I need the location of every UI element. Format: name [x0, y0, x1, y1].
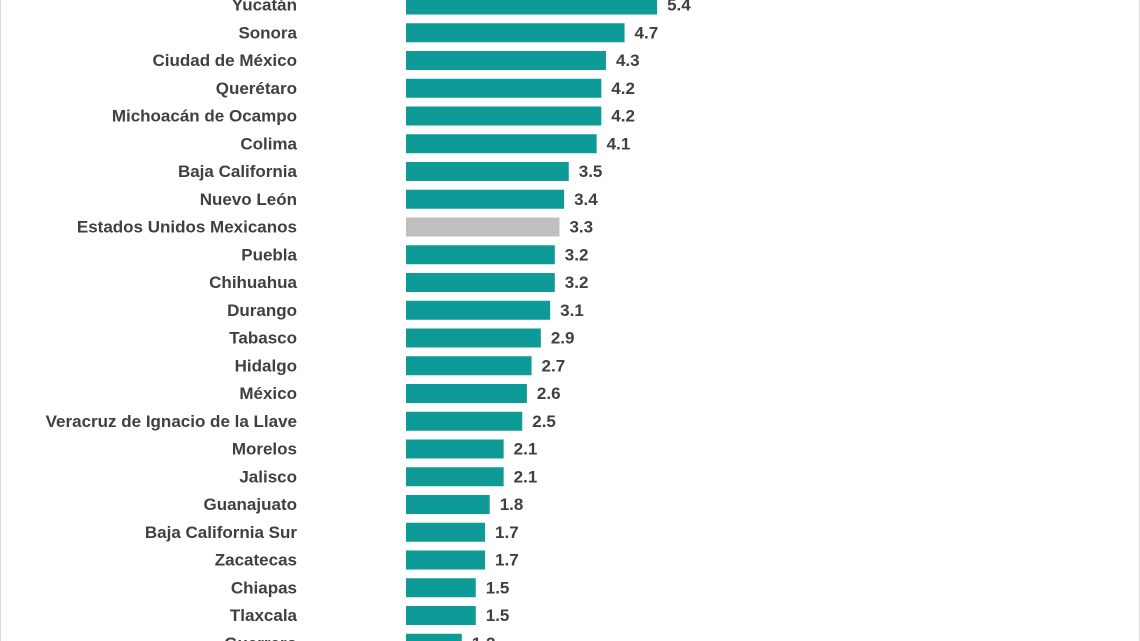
- value-label-michoacan-de-ocampo: 4.2: [611, 107, 635, 126]
- category-label-tlaxcala: Tlaxcala: [230, 606, 298, 625]
- bar-hidalgo: [406, 356, 532, 376]
- value-labels: 5.4 4.7 4.3 4.2 4.2 4.13.5 3.4 3.3 3.2 3.2 3.1 2.9 2…: [472, 0, 691, 641]
- category-label-mexico: México: [239, 384, 297, 403]
- bar-estados-unidos-mexicanos: [406, 217, 560, 237]
- value-label-zacatecas: 1.7: [495, 551, 519, 570]
- category-label-baja-california: Baja California: [178, 162, 298, 181]
- category-label-ciudad-de-mexico: Ciudad de México: [152, 51, 297, 70]
- category-label-estados-unidos-mexicanos: Estados Unidos Mexicanos: [77, 218, 297, 237]
- value-label-mexico: 2.6: [537, 384, 561, 403]
- bar-queretaro: [406, 78, 602, 98]
- bar-michoacan-de-ocampo: [406, 106, 602, 126]
- category-label-zacatecas: Zacatecas: [215, 551, 297, 570]
- value-label-colima: 4.1: [607, 134, 631, 153]
- bar-puebla: [406, 245, 555, 265]
- value-label-guerrero: 1.2: [472, 634, 496, 641]
- bar-mexico: [406, 384, 527, 403]
- category-label-tabasco: Tabasco: [229, 329, 297, 348]
- category-label-puebla: Puebla: [241, 245, 297, 264]
- bar-colima: [406, 134, 597, 154]
- category-label-yucatan: Yucatán: [232, 0, 297, 15]
- category-label-chiapas: Chiapas: [231, 578, 297, 597]
- category-label-guerrero: Guerrero: [224, 634, 297, 641]
- category-label-sonora: Sonora: [238, 23, 297, 42]
- value-label-guanajuato: 1.8: [500, 495, 524, 514]
- value-label-baja-california: 3.5: [579, 162, 603, 181]
- bar-morelos: [406, 439, 504, 459]
- bar-baja-california: [406, 162, 569, 181]
- value-label-estados-unidos-mexicanos: 3.3: [569, 218, 593, 237]
- bar-sonora: [406, 23, 625, 43]
- value-label-puebla: 3.2: [565, 245, 589, 264]
- bar-nuevo-leon: [406, 189, 565, 209]
- category-label-durango: Durango: [227, 301, 297, 320]
- bar-chihuahua: [406, 273, 555, 292]
- value-label-baja-california-sur: 1.7: [495, 523, 519, 542]
- value-label-queretaro: 4.2: [611, 79, 635, 98]
- bar-chiapas: [406, 578, 476, 598]
- bars-layer: [406, 0, 658, 641]
- value-label-jalisco: 2.1: [514, 467, 538, 486]
- bar-yucatan: [406, 0, 658, 15]
- category-label-guanajuato: Guanajuato: [203, 495, 297, 514]
- category-label-hidalgo: Hidalgo: [235, 356, 297, 375]
- value-label-yucatan: 5.4: [667, 0, 691, 15]
- category-label-jalisco: Jalisco: [239, 467, 297, 486]
- category-labels: Yucatán Sonora Ciudad de México Querétaro Mi…: [46, 0, 298, 641]
- bar-durango: [406, 300, 551, 320]
- value-label-sonora: 4.7: [635, 23, 659, 42]
- bar-zacatecas: [406, 550, 486, 570]
- value-label-durango: 3.1: [560, 301, 584, 320]
- category-label-queretaro: Querétaro: [216, 79, 297, 98]
- bar-tlaxcala: [406, 606, 476, 625]
- value-label-tlaxcala: 1.5: [486, 606, 510, 625]
- value-label-nuevo-leon: 3.4: [574, 190, 598, 209]
- bar-guanajuato: [406, 495, 490, 514]
- value-label-hidalgo: 2.7: [542, 356, 566, 375]
- category-label-chihuahua: Chihuahua: [209, 273, 297, 292]
- bar-veracruz-de-ignacio-de-la-llave: [406, 411, 523, 431]
- category-label-nuevo-leon: Nuevo León: [200, 190, 297, 209]
- bar-guerrero: [406, 633, 462, 641]
- value-label-chihuahua: 3.2: [565, 273, 589, 292]
- category-label-morelos: Morelos: [232, 440, 297, 459]
- value-label-chiapas: 1.5: [486, 578, 510, 597]
- value-label-veracruz-de-ignacio-de-la-llave: 2.5: [532, 412, 556, 431]
- value-label-ciudad-de-mexico: 4.3: [616, 51, 640, 70]
- category-label-michoacan-de-ocampo: Michoacán de Ocampo: [112, 107, 297, 126]
- value-label-tabasco: 2.9: [551, 329, 575, 348]
- bar-jalisco: [406, 467, 504, 487]
- bar-tabasco: [406, 328, 541, 348]
- bar-baja-california-sur: [406, 522, 486, 542]
- category-label-colima: Colima: [240, 134, 297, 153]
- category-label-veracruz-de-ignacio-de-la-llave: Veracruz de Ignacio de la Llave: [46, 412, 297, 431]
- category-label-baja-california-sur: Baja California Sur: [145, 523, 297, 542]
- value-label-morelos: 2.1: [514, 440, 538, 459]
- bar-ciudad-de-mexico: [406, 51, 606, 70]
